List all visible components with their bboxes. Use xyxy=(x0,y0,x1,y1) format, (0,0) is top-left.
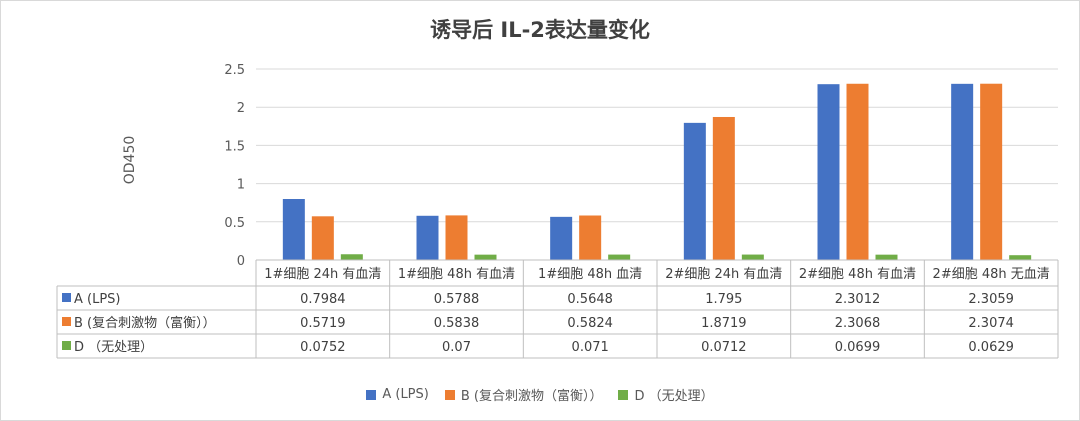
bar xyxy=(846,83,869,260)
legend-item: A (LPS) xyxy=(366,385,429,404)
bar xyxy=(550,216,573,260)
category-label: 1#细胞 48h 有血清 xyxy=(398,267,515,282)
category-label: 1#细胞 24h 有血清 xyxy=(264,267,381,282)
y-tick-label: 0.5 xyxy=(224,216,245,231)
series-swatch xyxy=(62,341,71,350)
data-label: 1.795 xyxy=(705,292,742,307)
legend-swatch xyxy=(366,389,377,400)
legend-label: B (复合刺激物（富衡）） xyxy=(460,389,603,404)
category-label: 2#细胞 24h 有血清 xyxy=(665,267,782,282)
data-label: 0.071 xyxy=(572,340,609,355)
data-label: 0.5838 xyxy=(434,316,480,331)
bar xyxy=(282,199,305,260)
legend-item: D （无处理） xyxy=(618,385,714,404)
legend-item: B (复合刺激物（富衡）） xyxy=(444,385,603,404)
data-label: 0.5719 xyxy=(300,316,346,331)
bar xyxy=(608,254,631,260)
data-label: 0.5788 xyxy=(434,292,480,307)
data-label: 0.0629 xyxy=(968,340,1014,355)
y-tick-label: 1.5 xyxy=(224,139,245,154)
bar xyxy=(579,215,602,260)
data-label: 0.7984 xyxy=(300,292,346,307)
data-label: 0.0699 xyxy=(835,340,881,355)
bar xyxy=(951,83,974,260)
data-label: 1.8719 xyxy=(701,316,747,331)
data-label: 0.0712 xyxy=(701,340,747,355)
bar xyxy=(875,254,898,260)
legend-swatch xyxy=(444,389,455,400)
data-label: 2.3074 xyxy=(968,316,1014,331)
bar xyxy=(311,216,334,260)
y-tick-label: 0 xyxy=(237,254,245,269)
data-label: 0.07 xyxy=(442,340,471,355)
data-label: 0.0752 xyxy=(300,340,346,355)
legend-swatch xyxy=(618,389,629,400)
y-tick-label: 2.5 xyxy=(224,63,245,78)
series-swatch xyxy=(62,293,71,302)
bar xyxy=(340,254,363,260)
series-name: B (复合刺激物（富衡）） xyxy=(74,315,216,331)
chart-legend: A (LPS) B (复合刺激物（富衡）） D （无处理） xyxy=(0,385,1080,404)
data-label: 0.5648 xyxy=(567,292,613,307)
y-tick-label: 1 xyxy=(237,178,245,193)
category-label: 2#细胞 48h 有血清 xyxy=(799,267,916,282)
chart-title: 诱导后 IL-2表达量变化 xyxy=(430,18,650,42)
category-label: 1#细胞 48h 血清 xyxy=(538,267,642,282)
legend-label: D （无处理） xyxy=(634,389,714,404)
data-label: 2.3012 xyxy=(835,292,881,307)
bar xyxy=(474,254,497,260)
data-label: 2.3068 xyxy=(835,316,881,331)
series-swatch xyxy=(62,317,71,326)
data-label: 2.3059 xyxy=(968,292,1014,307)
bar xyxy=(741,254,764,260)
series-name: D （无处理） xyxy=(74,340,153,355)
data-label: 0.5824 xyxy=(567,316,613,331)
legend-label: A (LPS) xyxy=(382,387,429,402)
bar xyxy=(445,215,468,260)
bar xyxy=(817,84,840,260)
bar xyxy=(980,83,1003,261)
bar xyxy=(683,122,706,260)
y-tick-label: 2 xyxy=(237,101,245,116)
bar xyxy=(1009,255,1032,260)
bar xyxy=(712,116,735,260)
series-name: A (LPS) xyxy=(74,292,121,307)
bar xyxy=(416,215,439,260)
category-label: 2#细胞 48h 无血清 xyxy=(933,267,1050,282)
